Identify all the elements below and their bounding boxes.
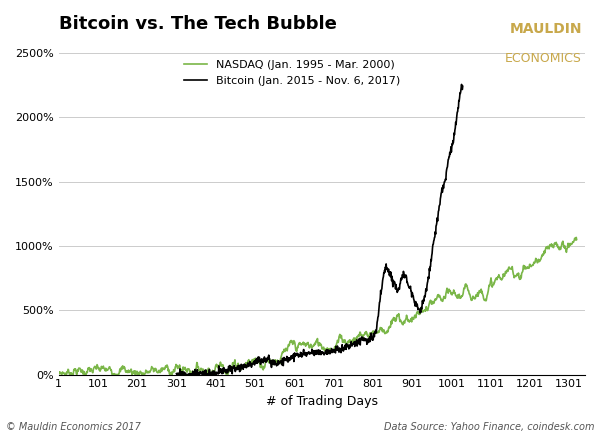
- Bitcoin (Jan. 2015 - Nov. 6, 2017): [407, 289, 415, 294]
- Bitcoin (Jan. 2015 - Nov. 6, 2017): [459, 84, 466, 89]
- Bitcoin (Jan. 2015 - Nov. 6, 2017): [389, 284, 397, 290]
- NASDAQ (Jan. 1995 - Mar. 2000): [165, 367, 172, 372]
- Text: Bitcoin vs. The Tech Bubble: Bitcoin vs. The Tech Bubble: [59, 15, 337, 33]
- NASDAQ (Jan. 1995 - Mar. 2000): [173, 363, 180, 368]
- Legend: NASDAQ (Jan. 1995 - Mar. 2000), Bitcoin (Jan. 2015 - Nov. 6, 2017): NASDAQ (Jan. 1995 - Mar. 2000), Bitcoin …: [180, 56, 404, 90]
- Bitcoin (Jan. 2015 - Nov. 6, 2017): [289, 354, 296, 359]
- Bitcoin (Jan. 2015 - Nov. 6, 2017): [173, 372, 181, 377]
- NASDAQ (Jan. 1995 - Mar. 2000): [70, 367, 77, 372]
- NASDAQ (Jan. 1995 - Mar. 2000): [399, 322, 406, 327]
- Line: NASDAQ (Jan. 1995 - Mar. 2000): NASDAQ (Jan. 1995 - Mar. 2000): [59, 237, 577, 375]
- Bitcoin (Jan. 2015 - Nov. 6, 2017): [223, 370, 230, 375]
- X-axis label: # of Trading Days: # of Trading Days: [266, 395, 378, 408]
- Text: MAULDIN: MAULDIN: [509, 22, 582, 36]
- Text: © Mauldin Economics 2017: © Mauldin Economics 2017: [6, 422, 141, 432]
- Text: ECONOMICS: ECONOMICS: [505, 52, 582, 65]
- NASDAQ (Jan. 1995 - Mar. 2000): [573, 237, 580, 242]
- Bitcoin (Jan. 2015 - Nov. 6, 2017): [458, 82, 465, 87]
- Bitcoin (Jan. 2015 - Nov. 6, 2017): [422, 291, 429, 296]
- NASDAQ (Jan. 1995 - Mar. 2000): [572, 235, 580, 240]
- NASDAQ (Jan. 1995 - Mar. 2000): [494, 275, 502, 280]
- Line: Bitcoin (Jan. 2015 - Nov. 6, 2017): Bitcoin (Jan. 2015 - Nov. 6, 2017): [176, 85, 463, 375]
- Bitcoin (Jan. 2015 - Nov. 6, 2017): [173, 371, 180, 376]
- Bitcoin (Jan. 2015 - Nov. 6, 2017): [295, 353, 302, 358]
- NASDAQ (Jan. 1995 - Mar. 2000): [178, 367, 185, 372]
- Text: Data Source: Yahoo Finance, coindesk.com: Data Source: Yahoo Finance, coindesk.com: [383, 422, 594, 432]
- NASDAQ (Jan. 1995 - Mar. 2000): [55, 372, 62, 377]
